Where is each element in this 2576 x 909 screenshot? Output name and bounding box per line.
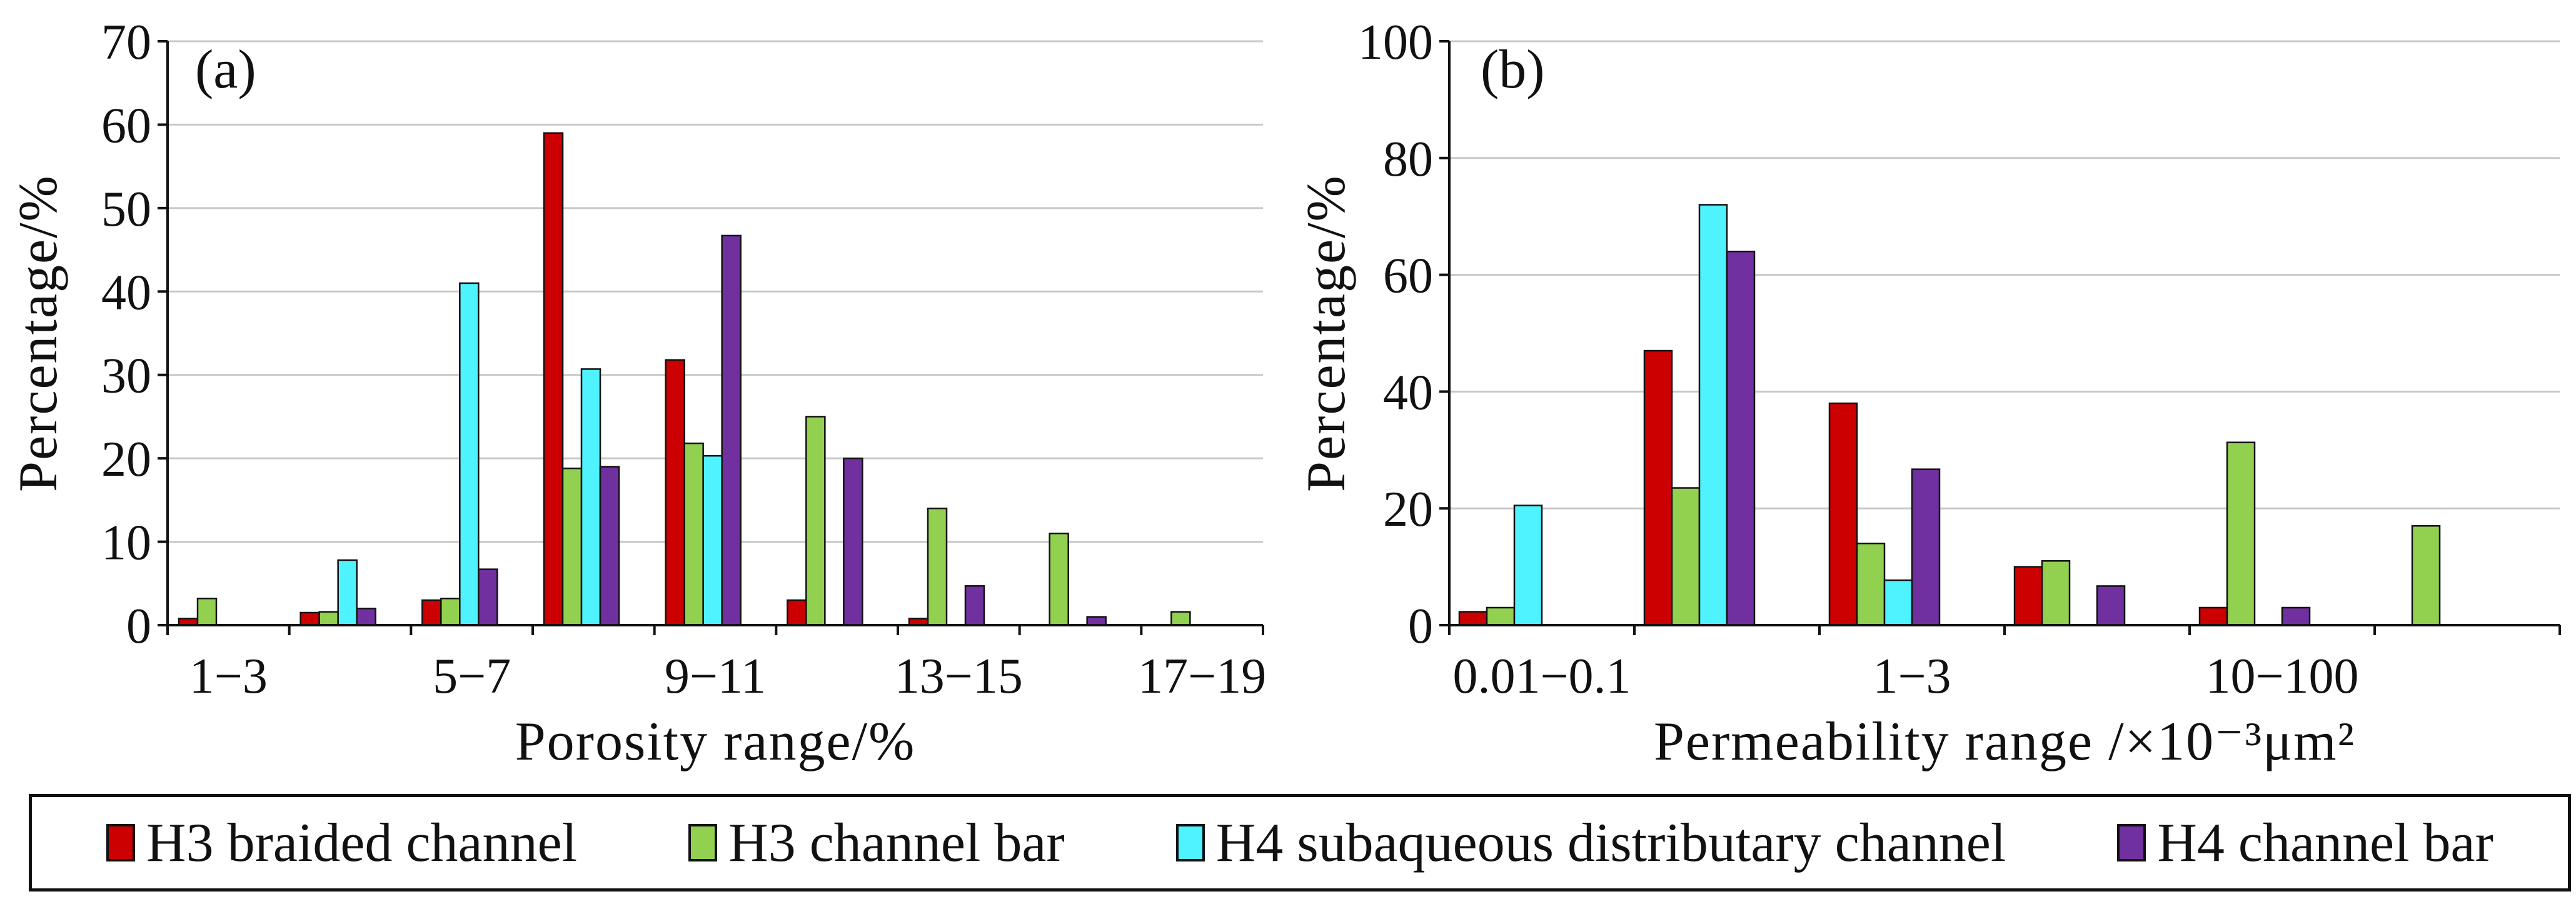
bar bbox=[478, 568, 498, 626]
y-tick-label: 60 bbox=[1383, 249, 1433, 304]
legend-swatch-h4-subaqueous-distributary-channel bbox=[1175, 824, 1205, 861]
bar bbox=[2226, 441, 2256, 626]
x-tick-label: 5−7 bbox=[433, 649, 511, 704]
legend-label-h4-channel-bar: H4 channel bar bbox=[2157, 812, 2493, 873]
bar bbox=[665, 359, 685, 626]
bar bbox=[1486, 606, 1516, 626]
bar bbox=[356, 608, 376, 626]
x-tick-label: 0.01−0.1 bbox=[1452, 649, 1631, 704]
y-tick-label: 40 bbox=[1383, 365, 1433, 420]
y-tick-label: 100 bbox=[1358, 15, 1433, 70]
y-tick-label: 30 bbox=[101, 349, 151, 404]
bar bbox=[1828, 402, 1858, 626]
legend-item-h3-braided-channel: H3 braided channel bbox=[106, 811, 577, 875]
x-axis-label: Porosity range/% bbox=[515, 711, 916, 772]
bar bbox=[1671, 487, 1701, 626]
x-tick-label: 10−100 bbox=[2205, 649, 2358, 704]
y-tick-label: 70 bbox=[101, 15, 151, 70]
legend: H3 braided channel H3 channel bar H4 sub… bbox=[29, 794, 2571, 891]
legend-label-h3-braided-channel: H3 braided channel bbox=[146, 812, 578, 873]
panel-label: (a) bbox=[195, 39, 256, 100]
bar bbox=[683, 442, 704, 626]
y-axis-label: Percentage/% bbox=[1296, 174, 1357, 492]
bar bbox=[440, 598, 461, 626]
bar bbox=[196, 598, 218, 626]
y-tick-label: 60 bbox=[101, 98, 151, 153]
x-tick-label: 1−3 bbox=[1873, 649, 1951, 704]
bar bbox=[2096, 585, 2126, 626]
bar bbox=[2411, 525, 2441, 626]
y-tick-label: 10 bbox=[101, 516, 151, 571]
legend-swatch-h4-channel-bar bbox=[2117, 824, 2146, 861]
bar bbox=[843, 457, 863, 626]
legend-item-h4-subaqueous-distributary-channel: H4 subaqueous distributary channel bbox=[1175, 811, 2006, 875]
y-tick-label: 20 bbox=[101, 432, 151, 487]
y-tick-label: 0 bbox=[126, 599, 151, 654]
bar bbox=[805, 416, 826, 626]
bar bbox=[543, 132, 564, 626]
bar bbox=[1086, 616, 1107, 626]
bar bbox=[1458, 611, 1488, 626]
bar bbox=[1856, 542, 1886, 626]
bar bbox=[1698, 204, 1728, 626]
charts-canvas: 0 10 20 30 40 50 60 70 1−3 5−7 9−11 13−15 17−19 Poros… bbox=[8, 15, 2561, 772]
bar bbox=[337, 559, 358, 626]
bar bbox=[2281, 606, 2311, 626]
bar bbox=[927, 507, 948, 626]
bar bbox=[299, 611, 320, 626]
bar bbox=[1513, 505, 1543, 626]
panel-label: (b) bbox=[1481, 39, 1545, 100]
bar bbox=[318, 611, 339, 626]
x-axis-label: Permeability range /×10⁻³μm² bbox=[1654, 711, 2355, 772]
bar bbox=[702, 454, 723, 626]
bar bbox=[2198, 606, 2228, 626]
bar bbox=[459, 282, 480, 626]
bar bbox=[1643, 349, 1673, 626]
permeability-chart: 0 20 40 60 80 100 0.01−0.1 1−3 10−100 Permeabilit… bbox=[1296, 15, 2561, 772]
legend-swatch-h3-braided-channel bbox=[106, 824, 136, 861]
bar bbox=[561, 467, 583, 626]
x-tick-label: 1−3 bbox=[189, 649, 268, 704]
bar bbox=[721, 234, 742, 626]
legend-swatch-h3-channel-bar bbox=[688, 824, 718, 861]
bar bbox=[964, 585, 985, 626]
x-tick-label: 17−19 bbox=[1138, 649, 1266, 704]
bar bbox=[421, 599, 442, 626]
bar bbox=[2013, 566, 2043, 626]
bar bbox=[599, 466, 620, 626]
legend-label-h3-channel-bar: H3 channel bar bbox=[728, 812, 1065, 873]
y-tick-label: 80 bbox=[1383, 132, 1433, 187]
x-tick-label: 13−15 bbox=[895, 649, 1023, 704]
y-tick-label: 40 bbox=[101, 265, 151, 320]
legend-item-h4-channel-bar: H4 channel bar bbox=[2117, 811, 2493, 875]
bar bbox=[1170, 611, 1191, 626]
y-tick-label: 20 bbox=[1383, 482, 1433, 537]
legend-label-h4-subaqueous-distributary-channel: H4 subaqueous distributary channel bbox=[1215, 812, 2006, 873]
bar bbox=[2041, 560, 2071, 626]
legend-item-h3-channel-bar: H3 channel bar bbox=[688, 811, 1065, 875]
bar bbox=[1049, 532, 1069, 626]
bar bbox=[580, 368, 601, 626]
bar bbox=[1883, 579, 1913, 626]
y-axis-label: Percentage/% bbox=[8, 174, 69, 492]
bar bbox=[1726, 250, 1756, 626]
bar bbox=[1911, 468, 1941, 626]
x-tick-label: 9−11 bbox=[665, 649, 766, 704]
porosity-chart: 0 10 20 30 40 50 60 70 1−3 5−7 9−11 13−15 17−19 Poros… bbox=[8, 15, 1266, 772]
y-tick-label: 0 bbox=[1408, 599, 1433, 654]
bar bbox=[787, 599, 807, 626]
y-tick-label: 50 bbox=[101, 182, 151, 237]
